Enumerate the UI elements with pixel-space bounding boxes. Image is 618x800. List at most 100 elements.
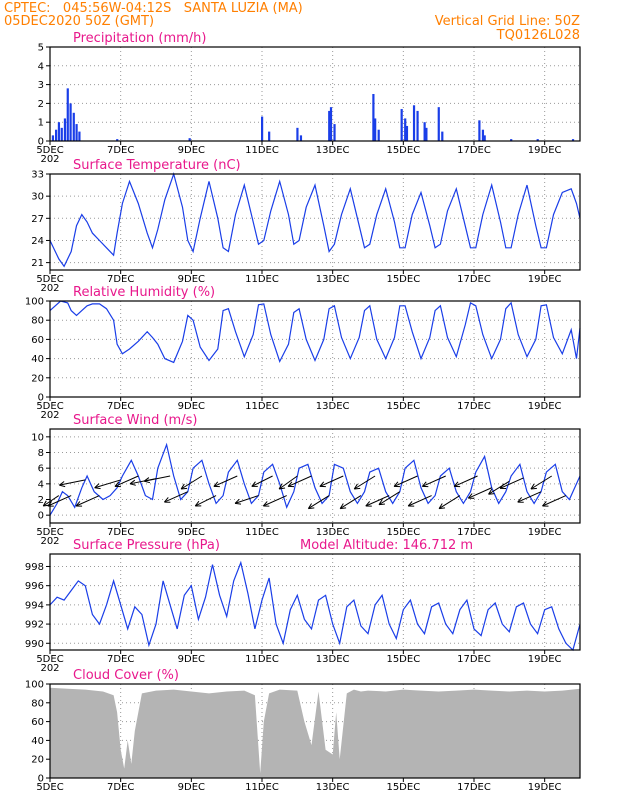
temperature-panel: Surface Temperature (nC) 21 24 27 30 33 5DEC 7D…	[31, 158, 581, 294]
pressure-year-label: 202	[40, 663, 59, 674]
wind-arrow	[195, 495, 217, 507]
cloud-cover-xtick-label: 9DEC	[178, 782, 205, 793]
cloud-cover-xtick-label: 7DEC	[107, 782, 134, 793]
precipitation-bar	[268, 131, 271, 141]
humidity-xtick-label: 19DEC	[528, 401, 562, 412]
pressure-xtick-label: 17DEC	[457, 654, 491, 665]
temperature-year-label: 202	[40, 283, 59, 294]
precipitation-title: Precipitation (mm/h)	[73, 31, 206, 46]
wind-arrow	[517, 491, 542, 503]
wind-arrow	[308, 495, 330, 510]
wind-arrow	[393, 475, 418, 487]
wind-arrow	[354, 475, 376, 490]
humidity-xtick-label: 17DEC	[457, 401, 491, 412]
cloud-cover-xtick-label: 13DEC	[316, 782, 350, 793]
wind-arrowhead	[262, 501, 270, 507]
pressure-line	[49, 560, 581, 652]
wind-xtick-label: 17DEC	[457, 527, 491, 538]
wind-ytick-label: 2	[38, 495, 44, 506]
wind-arrowhead	[129, 479, 136, 486]
wind-year-label: 202	[40, 536, 59, 547]
humidity-year-label: 202	[40, 410, 59, 421]
precipitation-bar	[377, 129, 380, 141]
cloud-cover-panel: Cloud Cover (%) 0 20 40 60 80 100 5DEC 7DEC 9DEC 1…	[25, 668, 581, 793]
wind-arrowhead	[251, 481, 258, 487]
humidity-ytick-label: 100	[25, 297, 44, 308]
cloud-cover-xtick-label: 15DEC	[386, 782, 420, 793]
header-location: CPTEC: 045:56W-04:12S SANTA LUZIA (MA)	[4, 1, 303, 16]
wind-arrow	[251, 475, 273, 487]
wind-panel: Surface Wind (m/s) 0 2 4 6 8 10 5DEC 7DEC 9DEC 11D…	[31, 413, 581, 547]
cloud-cover-ytick-label: 100	[25, 680, 44, 691]
temperature-xtick-label: 11DEC	[245, 274, 279, 285]
wind-arrowhead	[378, 499, 386, 506]
wind-frame	[49, 428, 581, 524]
wind-arrow	[339, 495, 362, 510]
wind-arrowhead	[421, 481, 429, 488]
wind-arrow	[378, 491, 401, 506]
temperature-ytick-label: 27	[31, 214, 44, 225]
pressure-xtick-label: 9DEC	[178, 654, 205, 665]
wind-arrow	[42, 495, 60, 507]
wind-arrow	[59, 479, 86, 486]
temperature-xtick-label: 9DEC	[178, 274, 205, 285]
precipitation-bar	[299, 135, 303, 141]
cloud-cover-frame	[49, 683, 581, 779]
wind-ytick-label: 10	[31, 432, 44, 443]
pressure-ytick-label: 992	[25, 620, 44, 631]
wind-arrowhead	[164, 497, 171, 503]
wind-title: Surface Wind (m/s)	[73, 413, 197, 428]
precipitation-bar	[416, 110, 419, 141]
precipitation-bar	[188, 138, 191, 141]
wind-arrow	[263, 495, 287, 507]
cloud-cover-area	[50, 687, 580, 778]
temperature-ytick-label: 24	[31, 236, 44, 247]
cloud-cover-ytick-label: 80	[31, 698, 44, 709]
pressure-ytick-label: 996	[25, 581, 44, 592]
precipitation-ytick-label: 2	[38, 99, 44, 110]
wind-arrowhead	[234, 498, 242, 505]
precipitation-bar	[116, 139, 119, 141]
wind-arrowhead	[530, 483, 537, 490]
temperature-xtick-label: 19DEC	[528, 274, 562, 285]
precipitation-ytick-label: 5	[38, 43, 44, 54]
wind-xtick-label: 13DEC	[316, 527, 350, 538]
humidity-xtick-label: 11DEC	[245, 401, 279, 412]
precipitation-bar	[483, 135, 486, 141]
temperature-ytick-label: 30	[31, 192, 44, 203]
precipitation-bar	[423, 122, 426, 141]
wind-arrowhead	[453, 481, 461, 488]
precipitation-xtick-label: 17DEC	[457, 145, 491, 156]
precipitation-year-label: 202	[40, 154, 59, 165]
cloud-cover-xtick-label: 11DEC	[245, 782, 279, 793]
precipitation-xtick-label: 11DEC	[245, 145, 279, 156]
precipitation-bar	[412, 105, 416, 141]
precipitation-ytick-label: 4	[38, 61, 44, 72]
precipitation-bar	[425, 127, 428, 141]
cloud-cover-ytick-label: 0	[38, 774, 44, 785]
humidity-ytick-label: 40	[31, 354, 44, 365]
wind-ytick-label: 0	[38, 511, 44, 522]
precipitation-bar	[296, 127, 299, 141]
temperature-ytick-label: 21	[31, 258, 44, 269]
precipitation-bar	[400, 109, 403, 141]
wind-arrow	[180, 475, 203, 490]
precipitation-bar	[328, 110, 331, 141]
pressure-ytick-label: 998	[25, 562, 44, 573]
humidity-title: Relative Humidity (%)	[73, 285, 215, 300]
precipitation-bar	[333, 124, 336, 141]
precipitation-bar	[63, 118, 67, 141]
humidity-panel: Relative Humidity (%) 0 20 40 60 80 100 5DEC 7DE…	[25, 285, 581, 421]
wind-arrowhead	[194, 500, 202, 507]
temperature-xtick-label: 13DEC	[316, 274, 350, 285]
wind-ytick-label: 6	[38, 464, 44, 475]
humidity-xtick-label: 7DEC	[107, 401, 134, 412]
pressure-xtick-label: 15DEC	[386, 654, 420, 665]
wind-arrow	[213, 475, 238, 487]
wind-arrowhead	[438, 503, 446, 510]
precipitation-bar	[405, 125, 409, 141]
pressure-xtick-label: 5DEC	[36, 654, 63, 665]
wind-arrowhead	[517, 497, 524, 503]
wind-arrowhead	[488, 488, 495, 495]
